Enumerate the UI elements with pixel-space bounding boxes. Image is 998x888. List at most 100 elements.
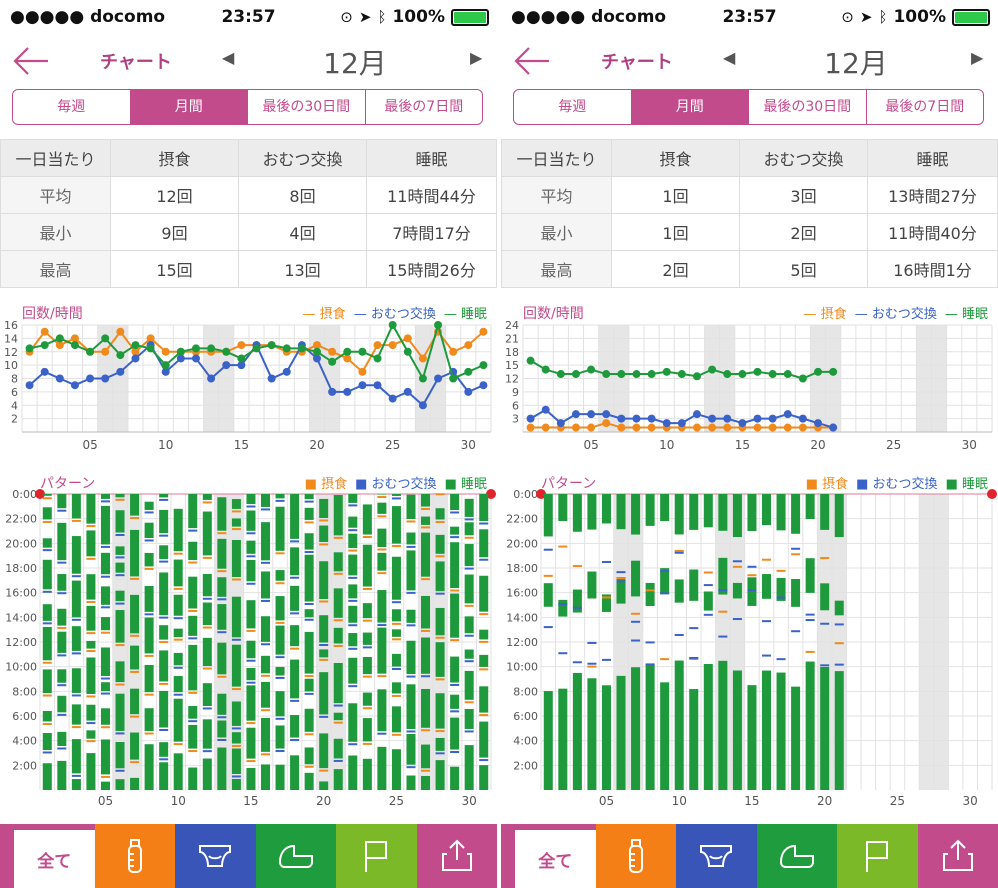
event-mark xyxy=(100,692,110,695)
tab-milestone[interactable] xyxy=(336,824,417,888)
sleep-block xyxy=(543,494,553,537)
line-chart-legend: — 摂食 — おむつ交換 — 睡眠 xyxy=(804,303,988,322)
sleep-block xyxy=(71,494,81,519)
next-month-button[interactable]: ▶ xyxy=(971,48,984,67)
x-tick-label: 10 xyxy=(672,794,687,808)
back-arrow-icon[interactable] xyxy=(12,38,52,84)
segment-weekly[interactable]: 毎週 xyxy=(13,90,131,124)
sleep-block xyxy=(57,760,67,790)
legend-diaper: ■ おむつ交換 xyxy=(355,477,437,492)
nav-bar: チャート ◀ 12月 ▶ xyxy=(0,38,497,84)
carrier-label: ●●●●● docomo xyxy=(511,7,667,27)
right-screen: ●●●●● docomo 23:57 ⊙ ➤ ᛒ 100% チャート ◀ 12月… xyxy=(501,0,998,888)
segment-monthly[interactable]: 月間 xyxy=(130,90,248,124)
sleep-block xyxy=(246,640,256,659)
sleep-block xyxy=(834,494,844,538)
sleep-block xyxy=(348,657,358,684)
sleep-block xyxy=(391,653,401,667)
y-tick-label: 8:00 xyxy=(12,685,37,698)
feeding-series-point xyxy=(40,327,49,336)
sleep-series-point xyxy=(647,370,656,379)
tab-sleep[interactable] xyxy=(255,824,336,888)
event-mark xyxy=(57,509,67,512)
diaper-series-point xyxy=(738,419,747,428)
sleep-block xyxy=(304,609,314,618)
tab-milestone[interactable] xyxy=(837,824,918,888)
y-tick-label: 2:00 xyxy=(513,759,538,772)
sleep-series-point xyxy=(814,367,823,376)
y-tick-label: 0:00 xyxy=(513,488,538,501)
back-arrow-icon[interactable] xyxy=(513,38,553,84)
status-bar: ●●●●● docomo 23:57 ⊙ ➤ ᛒ 100% xyxy=(501,0,998,34)
sleep-block xyxy=(601,494,611,524)
y-tick-label: 4:00 xyxy=(12,735,37,748)
event-mark xyxy=(703,584,713,587)
sleep-block xyxy=(435,693,445,729)
event-mark xyxy=(450,710,460,713)
segment-last-30-days[interactable]: 最後の30日間 xyxy=(248,90,366,124)
event-mark xyxy=(246,582,256,585)
event-mark xyxy=(57,561,67,564)
diaper-series-point xyxy=(328,387,337,396)
sleep-block xyxy=(159,742,169,757)
sleep-block xyxy=(246,600,256,629)
tab-feeding[interactable] xyxy=(595,824,676,888)
event-mark xyxy=(747,574,757,577)
event-mark xyxy=(275,552,285,555)
prev-month-button[interactable]: ◀ xyxy=(222,48,235,67)
segment-last-7-days[interactable]: 最後の7日間 xyxy=(384,99,464,115)
event-mark xyxy=(348,599,358,602)
event-mark xyxy=(130,761,140,764)
sleep-block xyxy=(71,536,81,574)
diaper-series-point xyxy=(207,374,216,383)
segment-last-30-days[interactable]: 最後の30日間 xyxy=(749,90,867,124)
sleep-block xyxy=(115,693,125,731)
sleep-series-point xyxy=(464,367,473,376)
event-mark xyxy=(304,551,314,554)
tab-sleep[interactable] xyxy=(756,824,837,888)
segment-monthly[interactable]: 月間 xyxy=(631,90,749,124)
prev-month-button[interactable]: ◀ xyxy=(723,48,736,67)
sleep-block xyxy=(362,603,372,619)
segment-weekly[interactable]: 毎週 xyxy=(514,90,632,124)
sleep-block xyxy=(130,494,140,516)
tab-diaper[interactable] xyxy=(175,824,256,888)
stats-cell: 7時間17分 xyxy=(366,213,497,251)
segment-last-7-days[interactable]: 最後の7日間 xyxy=(885,99,965,115)
tab-diaper[interactable] xyxy=(676,824,757,888)
tab-share[interactable] xyxy=(416,824,497,888)
diaper-series-point xyxy=(541,405,550,414)
event-mark xyxy=(144,732,154,735)
sleep-block xyxy=(362,718,372,742)
tab-share[interactable] xyxy=(917,824,998,888)
sleep-block xyxy=(406,550,416,591)
event-mark xyxy=(260,674,271,677)
tab-all[interactable]: 全て xyxy=(515,830,596,888)
event-mark xyxy=(144,567,154,570)
sleep-series-point xyxy=(237,354,246,363)
y-tick-label: 0:00 xyxy=(12,488,37,501)
event-mark xyxy=(479,759,489,762)
tab-feeding[interactable] xyxy=(94,824,175,888)
clock: 23:57 xyxy=(722,7,777,27)
event-mark xyxy=(834,623,844,626)
event-mark xyxy=(115,683,125,686)
sleep-block xyxy=(406,733,416,765)
feeding-series-point xyxy=(723,423,732,432)
sleep-block xyxy=(71,779,81,790)
location-icon: ➤ xyxy=(358,8,372,26)
sleep-block xyxy=(543,583,553,607)
sleep-block xyxy=(689,569,699,601)
sleep-block xyxy=(290,494,300,539)
sleep-block xyxy=(362,692,372,706)
event-mark xyxy=(57,684,67,687)
next-month-button[interactable]: ▶ xyxy=(470,48,483,67)
sleep-block xyxy=(144,708,154,732)
event-mark xyxy=(362,536,372,539)
event-mark xyxy=(377,496,387,499)
event-mark xyxy=(57,627,67,630)
sleep-block xyxy=(674,660,684,790)
event-mark xyxy=(42,622,52,625)
tab-all[interactable]: 全て xyxy=(14,830,95,888)
event-mark xyxy=(464,567,474,570)
